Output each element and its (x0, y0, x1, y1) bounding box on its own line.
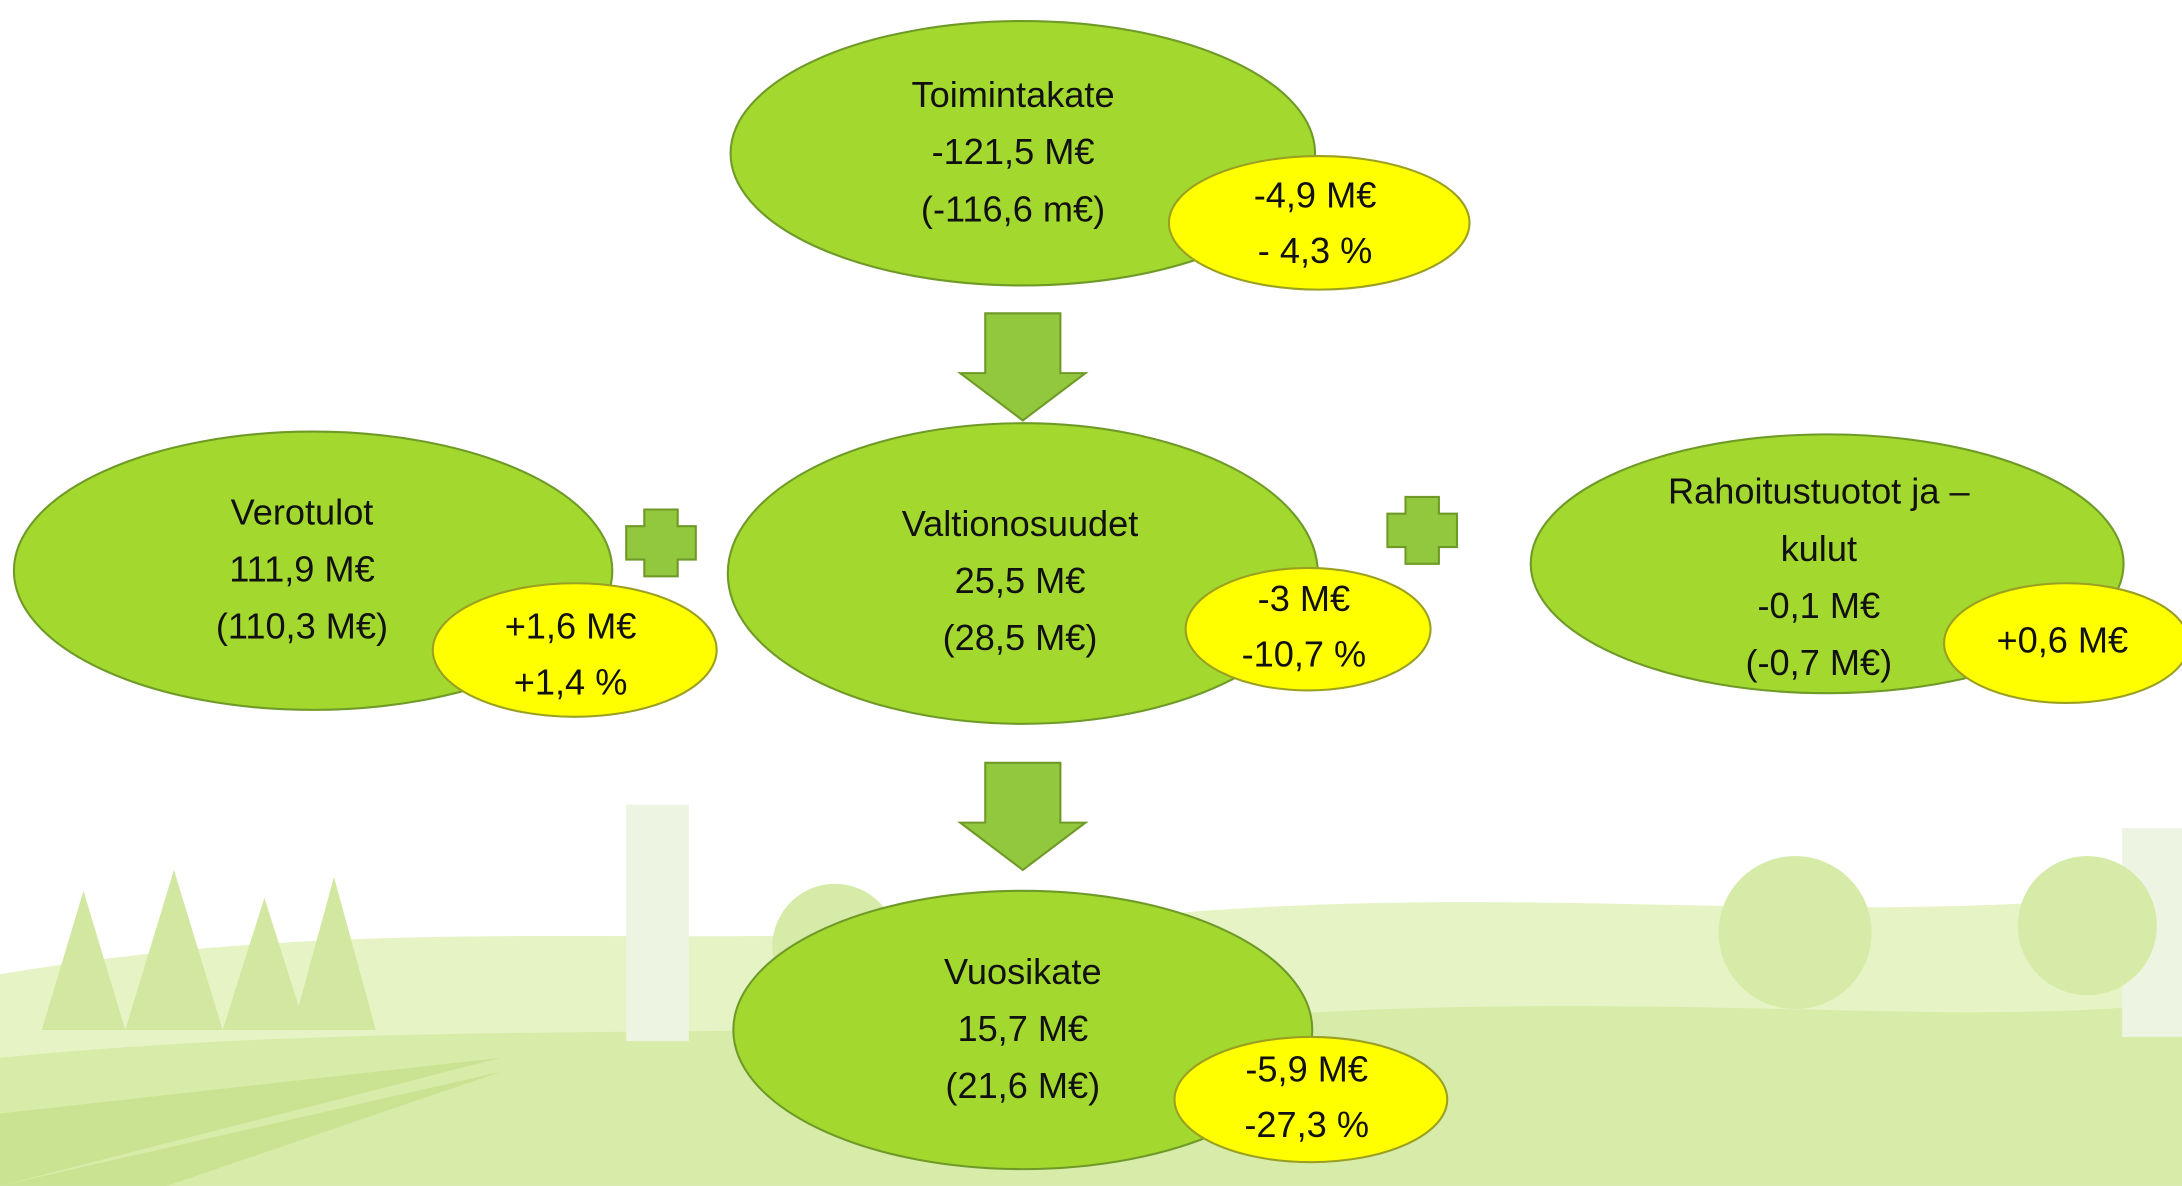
change-badge (1167, 154, 1471, 291)
plus-sign (625, 508, 697, 578)
node-label: Verotulot (231, 492, 374, 533)
node-label: 25,5 M€ (955, 560, 1086, 601)
change-label: +1,6 M€ (505, 606, 637, 647)
node-label: (110,3 M€) (216, 606, 388, 647)
node-label: Toimintakate (912, 74, 1115, 115)
arrow-down (957, 761, 1089, 872)
node-label: -0,1 M€ (1757, 585, 1880, 626)
change-label: +0,6 M€ (1996, 620, 2128, 661)
change-badge (1184, 566, 1432, 692)
arrow-down (957, 312, 1089, 422)
node-label: kulut (1781, 528, 1857, 569)
node-ellipse (732, 889, 1314, 1171)
nodes: Toimintakate -121,5 M€ (-116,6 m€) -4,9 M€ -… (12, 20, 2182, 1171)
background (0, 804, 2182, 1186)
node-label: (21,6 M€) (945, 1065, 1100, 1106)
change-label: -10,7 % (1242, 634, 1367, 675)
change-label: -5,9 M€ (1245, 1048, 1368, 1089)
arrows (625, 312, 1459, 872)
change-label: -27,3 % (1244, 1104, 1369, 1145)
change-label: -4,9 M€ (1254, 174, 1377, 215)
change-badge (1173, 1035, 1449, 1164)
node-label: (-0,7 M€) (1745, 642, 1892, 683)
change-label: -3 M€ (1258, 578, 1350, 619)
node-label: Vuosikate (944, 951, 1102, 992)
plus-sign (1386, 495, 1459, 565)
node-label: 15,7 M€ (957, 1008, 1088, 1049)
node-label: Valtionosuudet (902, 503, 1139, 544)
node-label: (-116,6 m€) (921, 188, 1105, 229)
change-badge (431, 582, 718, 718)
change-label: - 4,3 % (1258, 230, 1373, 271)
node-label: Rahoitustuotot ja – (1668, 471, 1971, 512)
change-label: +1,4 % (514, 661, 628, 702)
node-label: -121,5 M€ (932, 131, 1095, 172)
change-badge (1943, 582, 2182, 704)
node-label: 111,9 M€ (229, 549, 374, 590)
node-label: (28,5 M€) (943, 617, 1098, 658)
